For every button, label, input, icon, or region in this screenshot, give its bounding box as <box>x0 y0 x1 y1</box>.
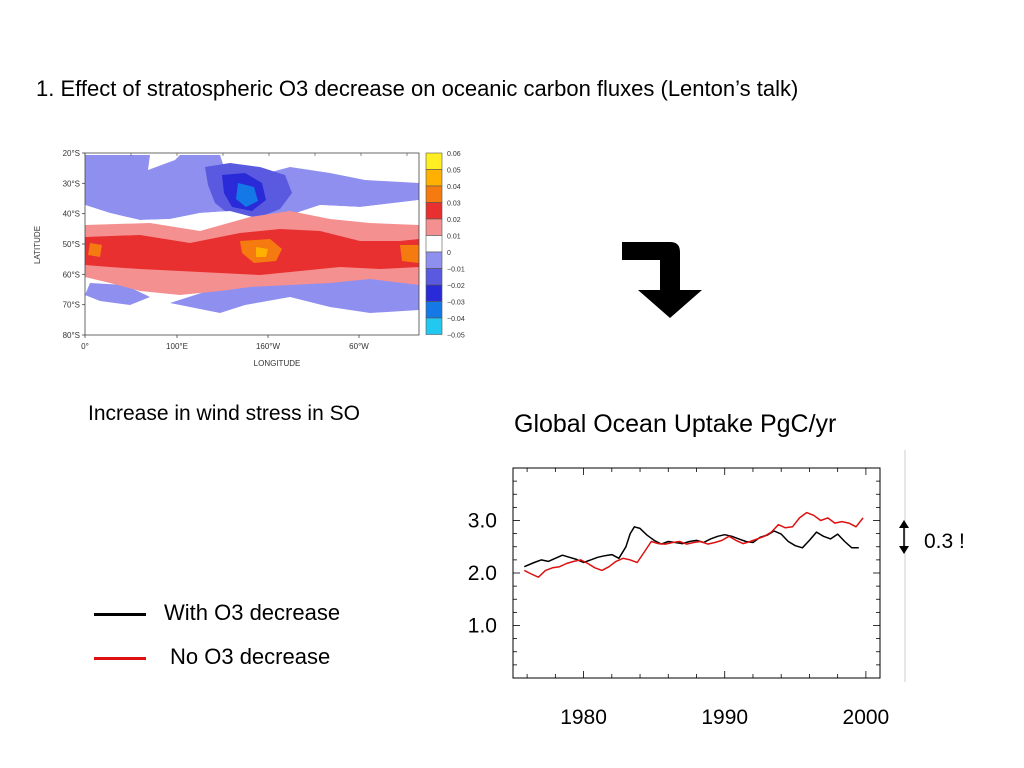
colorbar-label: 0 <box>447 250 451 257</box>
colorbar-cell <box>425 169 443 187</box>
colorbar-cell <box>425 202 443 220</box>
colorbar-cell <box>425 218 443 236</box>
colorbar-label: −0.02 <box>447 283 465 290</box>
y-tick-label: 3.0 <box>468 510 497 533</box>
delta-label: 0.3 ! <box>924 530 965 553</box>
x-tick-label: 1980 <box>560 706 607 729</box>
colorbar: 0.06 0.05 0.04 0.03 0.02 0.01 0 −0.01 −0.02 −0.03… <box>425 151 465 340</box>
legend-label: No O3 decrease <box>170 644 331 669</box>
map-xtick-label: 0° <box>81 342 89 351</box>
colorbar-cell <box>425 284 443 302</box>
colorbar-label: 0.01 <box>447 234 461 241</box>
colorbar-label: 0.04 <box>447 184 461 191</box>
slide-title: 1. Effect of stratospheric O3 decrease o… <box>36 76 799 101</box>
plot-frame <box>512 467 881 679</box>
map-ylabel: LATITUDE <box>33 226 42 264</box>
colorbar-cell <box>425 185 443 203</box>
series-line-no-o3 <box>523 511 864 578</box>
uptake-chart-title: Global Ocean Uptake PgC/yr <box>514 410 837 438</box>
legend-swatch <box>94 657 146 660</box>
colorbar-label: 0.05 <box>447 168 461 175</box>
x-tick-label: 2000 <box>843 706 890 729</box>
map-xlabel: LONGITUDE <box>254 359 301 368</box>
colorbar-cell <box>425 235 443 253</box>
colorbar-label: 0.03 <box>447 201 461 208</box>
colorbar-label: 0.06 <box>447 151 461 158</box>
colorbar-label: −0.04 <box>447 316 465 323</box>
colorbar-cell <box>425 251 443 269</box>
down-arrow-icon <box>622 242 702 318</box>
wind-stress-map: 20°S 30°S 40°S 50°S 60°S 70°S 80°S 0° 100°E 160°… <box>33 149 465 368</box>
map-ytick-label: 30°S <box>63 179 80 188</box>
y-tick-label: 1.0 <box>468 615 497 638</box>
map-caption: Increase in wind stress in SO <box>88 402 360 425</box>
map-ytick-label: 80°S <box>63 331 80 340</box>
x-tick-label: 1990 <box>701 706 748 729</box>
series-line-with-o3 <box>524 526 859 568</box>
colorbar-label: 0.02 <box>447 217 461 224</box>
map-ytick-label: 20°S <box>63 149 80 158</box>
map-xtick-label: 100°E <box>166 342 188 351</box>
legend-swatch <box>94 613 146 616</box>
legend-label: With O3 decrease <box>164 600 341 625</box>
colorbar-label: −0.01 <box>447 267 465 274</box>
map-ytick-label: 50°S <box>63 240 80 249</box>
colorbar-cell <box>425 301 443 319</box>
colorbar-cell <box>425 317 443 335</box>
colorbar-label: −0.03 <box>447 300 465 307</box>
uptake-chart: 1.0 2.0 3.0 1980 1990 2000 <box>468 450 909 729</box>
y-tick-label: 2.0 <box>468 562 497 585</box>
map-ytick-label: 60°S <box>63 270 80 279</box>
range-arrow <box>899 520 909 554</box>
map-xtick-label: 160°W <box>256 342 281 351</box>
colorbar-cell <box>425 152 443 170</box>
map-ytick-label: 70°S <box>63 301 80 310</box>
map-ytick-label: 40°S <box>63 210 80 219</box>
map-xtick-label: 60°W <box>349 342 369 351</box>
colorbar-label: −0.05 <box>447 333 465 340</box>
map-field <box>85 153 419 335</box>
colorbar-cell <box>425 268 443 286</box>
